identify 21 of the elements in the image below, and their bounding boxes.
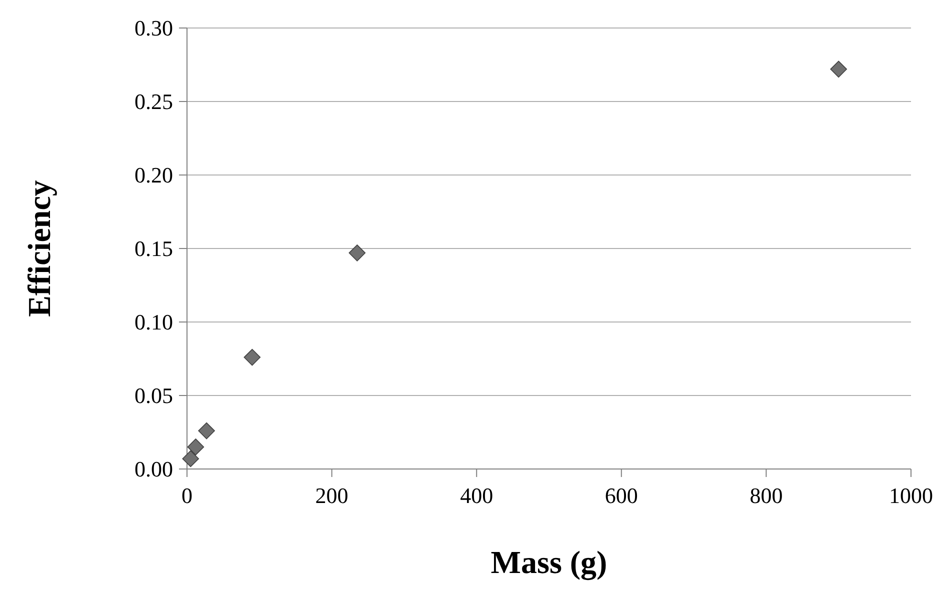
point: [182, 450, 200, 468]
y-tick-label: 0.20: [134, 162, 173, 188]
x-tick-label: 0: [182, 483, 192, 508]
x-axis-title: Mass (g): [490, 544, 608, 581]
x-tick-label: 400: [460, 483, 494, 508]
x-tick-label: 200: [315, 483, 348, 508]
point: [244, 348, 261, 366]
x-tick-label: 1000: [889, 483, 933, 508]
y-axis-title: Efficiency: [21, 180, 57, 317]
y-tick-label: 0.25: [134, 89, 173, 114]
y-tick-label: 0.15: [134, 236, 173, 262]
y-tick-label: 0.05: [134, 383, 173, 408]
y-tick-label: 0.30: [134, 16, 173, 41]
x-tick-label: 800: [750, 483, 783, 508]
y-tick-label: 0.10: [134, 310, 173, 335]
point: [198, 422, 215, 440]
y-tick-label: 0.00: [134, 456, 173, 482]
x-tick-label: 600: [604, 483, 638, 508]
point: [830, 60, 847, 78]
point: [187, 438, 204, 456]
point: [348, 244, 366, 262]
